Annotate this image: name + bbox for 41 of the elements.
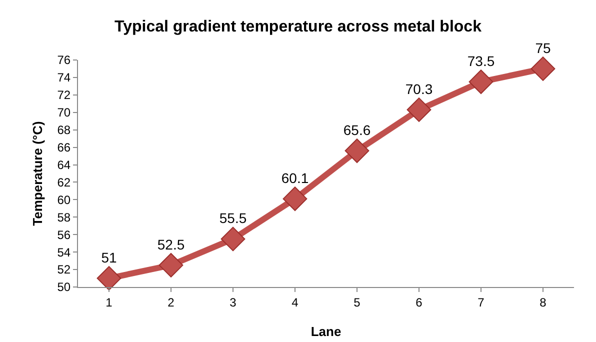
y-tick-label: 60	[57, 192, 71, 207]
y-tick-label: 58	[57, 210, 71, 224]
y-tick-label: 70	[57, 106, 71, 120]
point	[158, 252, 184, 278]
x-tick-label: 7	[478, 295, 485, 310]
chart-title: Typical gradient temperature across metal block	[114, 18, 482, 36]
point	[220, 226, 246, 252]
data-label: 52.5	[157, 236, 185, 252]
data-label: 75	[535, 40, 551, 56]
data-label: 60.1	[281, 170, 309, 186]
x-axis-title: Lane	[310, 324, 342, 339]
x-tick-label: 1	[106, 295, 113, 310]
y-tick-label: 56	[57, 228, 71, 242]
x-tick-label: 4	[292, 295, 299, 310]
y-tick-label: 54	[57, 245, 71, 260]
y-tick-label: 50	[57, 280, 71, 294]
point	[96, 266, 122, 290]
point	[468, 70, 494, 94]
data-label: 70.3	[405, 81, 433, 98]
data-label: 65.6	[343, 122, 371, 138]
x-tick-label: 3	[230, 295, 237, 310]
y-axis-title: Temperature (°C)	[30, 121, 45, 226]
y-tick-label: 76	[57, 53, 71, 68]
point	[530, 56, 556, 81]
data-label: 73.5	[467, 53, 495, 70]
y-tick-label: 72	[57, 88, 71, 102]
data-label: 51	[101, 250, 117, 266]
point	[406, 98, 432, 122]
x-tick-label: 8	[540, 295, 547, 310]
x-tick-label: 6	[416, 295, 423, 310]
y-tick-label: 66	[57, 140, 71, 155]
y-tick-label: 62	[57, 175, 71, 190]
x-tick-label: 2	[168, 295, 175, 310]
data-label: 55.5	[219, 210, 247, 226]
y-tick-label: 64	[57, 158, 71, 172]
point	[344, 138, 370, 163]
y-tick-label: 52	[57, 262, 71, 277]
y-tick-label: 74	[57, 70, 71, 85]
x-tick-label: 5	[354, 295, 361, 310]
point	[282, 186, 308, 212]
y-tick-label: 68	[57, 123, 71, 138]
